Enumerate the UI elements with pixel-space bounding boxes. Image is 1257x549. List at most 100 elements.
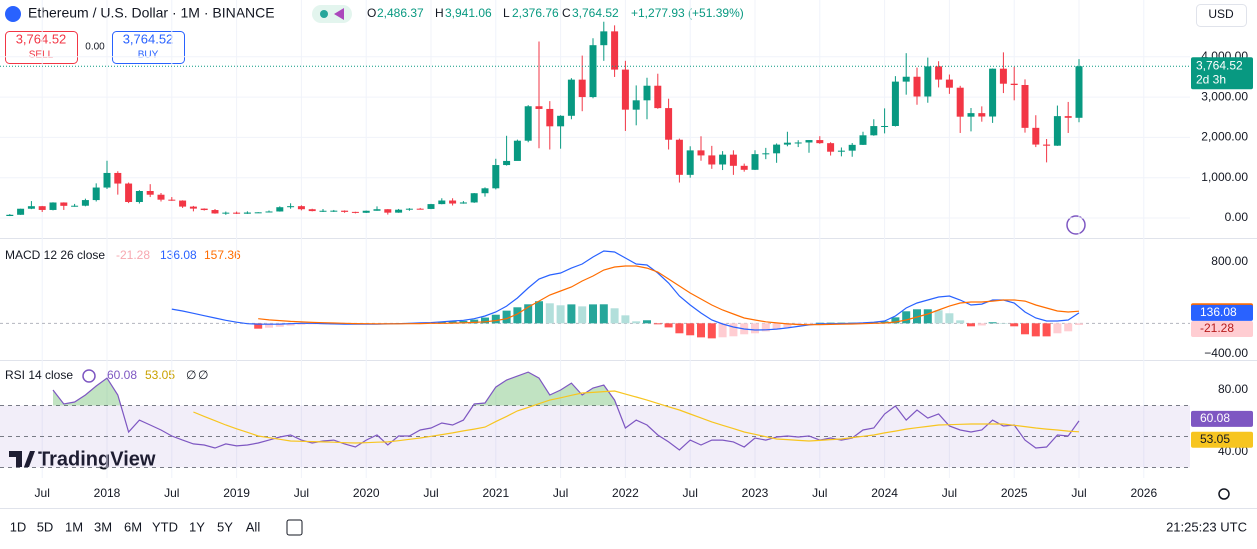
range-button[interactable]: 5D [37, 519, 54, 534]
sell-price[interactable]: 3,764.52 [16, 31, 67, 46]
x-tick-label: Jul [553, 486, 568, 500]
histogram-bar [254, 323, 263, 329]
candle-body [870, 126, 878, 136]
candle-body [81, 200, 89, 206]
range-button[interactable]: 5Y [217, 519, 233, 534]
candle-body [535, 106, 543, 109]
date-range-icon[interactable] [286, 519, 303, 536]
candle-body [859, 135, 867, 145]
range-button[interactable]: All [246, 519, 261, 534]
histogram-bar [718, 323, 727, 338]
range-button[interactable]: 6M [124, 519, 142, 534]
candle-body [794, 142, 802, 144]
range-button[interactable]: YTD [152, 519, 178, 534]
buy-label[interactable]: BUY [138, 50, 159, 61]
histogram-bar [934, 310, 943, 324]
range-button[interactable]: 3M [94, 519, 112, 534]
price-badge-label: 3,764.52 [1196, 58, 1243, 72]
settings-icon[interactable] [1218, 488, 1230, 500]
candle-body [60, 202, 68, 206]
logo: TradingView [38, 448, 156, 470]
histogram-bar [945, 313, 954, 324]
x-tick-label: 2019 [223, 486, 250, 500]
candle-body [373, 209, 381, 211]
sell-button[interactable] [5, 31, 78, 64]
histogram-bar [880, 321, 889, 324]
histogram-bar [610, 308, 619, 324]
x-tick-label: Jul [164, 486, 179, 500]
candle-body [330, 210, 338, 212]
candle-body [935, 66, 943, 80]
histogram-bar [286, 323, 295, 326]
histogram-bar [923, 309, 932, 324]
x-tick-label: 2023 [742, 486, 769, 500]
buy-price[interactable]: 3,764.52 [123, 31, 174, 46]
histogram-bar [751, 323, 759, 334]
candle-body [978, 113, 986, 117]
x-tick-label: Jul [942, 486, 957, 500]
histogram-bar [999, 323, 1008, 324]
histogram-bar [491, 314, 500, 324]
candle-body [719, 154, 727, 165]
histogram-bar [556, 305, 565, 324]
candle-body [416, 208, 424, 210]
candle-body [189, 206, 197, 209]
candle-body [405, 208, 413, 210]
histogram-bar [1075, 323, 1083, 325]
value-badge-label: 53.05 [1200, 432, 1230, 446]
x-tick-label: 2021 [482, 486, 509, 500]
candle-body [567, 79, 575, 116]
candle-body [816, 140, 824, 144]
x-tick-label: Jul [35, 486, 50, 500]
range-button[interactable]: 1D [10, 519, 27, 534]
candle-body [686, 150, 694, 175]
candle-body [989, 68, 997, 117]
candle-body [621, 69, 629, 110]
candle-body [837, 150, 845, 152]
range-button[interactable]: 1M [65, 519, 83, 534]
histogram-bar [448, 321, 457, 324]
sell-label[interactable]: SELL [29, 50, 54, 61]
candle-body [848, 144, 856, 151]
series-line [258, 265, 1080, 326]
na-value: ∅ [198, 368, 208, 382]
histogram-bar [707, 323, 716, 339]
price-badge [1191, 57, 1253, 90]
histogram-bar [826, 322, 835, 324]
series-line [171, 250, 1080, 331]
histogram-bar [902, 311, 911, 324]
histogram-bar [481, 317, 489, 324]
rsi-settings-icon[interactable] [82, 369, 96, 383]
histogram-bar [275, 323, 284, 327]
candle-body [438, 200, 446, 205]
histogram-bar [459, 320, 468, 324]
candle-body [740, 165, 748, 170]
x-tick-label: Jul [683, 486, 698, 500]
candle-body [492, 165, 500, 189]
currency-button[interactable] [1196, 4, 1247, 27]
value-badge-label: 60.08 [1200, 411, 1230, 425]
candle-body [1032, 127, 1040, 145]
candle-body [524, 106, 532, 141]
x-tick-label: 2025 [1001, 486, 1028, 500]
currency[interactable]: USD [1208, 7, 1234, 21]
histogram-bar [1042, 323, 1051, 337]
candle-body [967, 113, 975, 117]
candle-body [157, 194, 165, 200]
histogram-bar [977, 323, 986, 326]
range-button[interactable]: 1Y [189, 519, 205, 534]
na-value: ∅ [186, 368, 196, 382]
buy-button[interactable] [112, 31, 185, 64]
chrome [0, 4, 1257, 536]
candle-body [6, 214, 14, 216]
candle-body [362, 210, 370, 213]
flash-icon[interactable] [1066, 215, 1086, 235]
candle-body [222, 212, 230, 214]
signal-value: 157.36 [204, 248, 241, 262]
symbol-icon [5, 6, 21, 22]
ohlc-value: 2,486.37 [377, 6, 424, 20]
y-tick-label: 2,000.00 [1201, 130, 1248, 144]
candle-body [1064, 116, 1072, 118]
histogram-bar [988, 322, 997, 324]
